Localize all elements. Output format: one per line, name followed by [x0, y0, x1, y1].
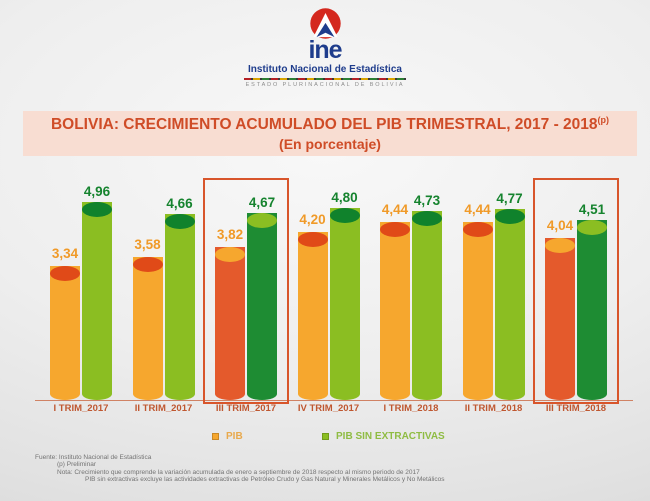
bar-pib-sin-extractivas [412, 210, 442, 400]
bar-value-pib: 4,04 [546, 218, 574, 234]
org-tagline: ESTADO PLURINACIONAL DE BOLIVIA [245, 82, 405, 88]
footer-note-2: PIB sin extractivas excluye las activida… [85, 476, 445, 484]
bar-pib [297, 232, 328, 400]
bar-cap-pib-sin-extractivas [329, 208, 360, 223]
x-axis-label: I TRIM_2017 [53, 403, 109, 414]
legend-item-pib-sin-extractivas: PIB SIN EXTRACTIVAS [322, 431, 445, 442]
bar-pib [462, 222, 493, 400]
bar-value-pib: 3,82 [216, 227, 244, 243]
bar-cap-pib [297, 232, 328, 247]
bar-value-pib: 4,44 [464, 202, 491, 218]
bar-cap-pib-sin-extractivas [82, 201, 112, 217]
bar-cap-pib [50, 266, 80, 282]
bar-value-pib-sin-extractivas: 4,66 [166, 195, 193, 211]
legend-label-pib: PIB [226, 431, 243, 442]
x-axis-label: IV TRIM_2017 [297, 403, 360, 414]
bar-value-pib-sin-extractivas: 4,77 [496, 191, 523, 207]
legend-swatch-pib-sin-extractivas [322, 433, 329, 440]
ine-logo-icon [309, 8, 341, 39]
bar-pib-sin-extractivas [577, 219, 607, 400]
bar-cap-pib [380, 222, 410, 238]
chart-title-text: BOLIVIA: CRECIMIENTO ACUMULADO DEL PIB T… [50, 116, 598, 134]
bar-pib [545, 238, 575, 400]
x-axis-label: I TRIM_2018 [383, 403, 439, 414]
bar-value-pib-sin-extractivas: 4,51 [578, 201, 606, 217]
bar-cap-pib-sin-extractivas [164, 213, 195, 229]
x-axis-label: II TRIM_2017 [134, 403, 193, 414]
bar-pib-sin-extractivas [494, 209, 525, 400]
bar-cap-pib [215, 247, 245, 263]
bar-value-pib: 3,58 [134, 236, 161, 252]
ine-wordmark: ine [308, 36, 342, 64]
bar-pib-sin-extractivas [164, 213, 195, 400]
bar-value-pib-sin-extractivas: 4,96 [83, 183, 111, 199]
legend-label-pib-sin-extractivas: PIB SIN EXTRACTIVAS [336, 431, 445, 442]
bar-cap-pib [132, 256, 163, 272]
chart-subtitle: (En porcentaje) [279, 135, 381, 152]
x-axis-label: III TRIM_2018 [545, 403, 607, 414]
bar-pib [380, 222, 410, 400]
ine-header: ine Instituto Nacional de Estadística ES… [244, 8, 406, 88]
x-axis-label: II TRIM_2018 [464, 403, 523, 414]
bar-pib-sin-extractivas [247, 213, 277, 400]
bar-pib [50, 266, 80, 400]
bar-value-pib-sin-extractivas: 4,67 [248, 195, 276, 211]
bar-value-pib: 4,20 [299, 212, 326, 227]
footer-notes: Fuente: Instituto Nacional de Estadístic… [35, 454, 444, 484]
footer-source: Fuente: Instituto Nacional de Estadístic… [35, 454, 152, 461]
bar-value-pib-sin-extractivas: 4,73 [413, 192, 441, 208]
bar-pib-sin-extractivas [329, 208, 360, 400]
footer-preliminar: (p) Preliminar [57, 461, 97, 469]
chart-title: BOLIVIA: CRECIMIENTO ACUMULADO DEL PIB T… [51, 115, 609, 134]
x-axis-baseline [35, 400, 633, 401]
bar-value-pib-sin-extractivas: 4,80 [331, 190, 358, 205]
bar-pib-sin-extractivas [82, 201, 112, 400]
bar-value-pib: 4,44 [381, 202, 409, 218]
flag-divider [244, 78, 406, 80]
legend-swatch-pib [212, 433, 219, 440]
bar-cap-pib-sin-extractivas [412, 210, 442, 226]
footer-note: Nota: Crecimiento que comprende la varia… [57, 468, 420, 476]
bar-cap-pib-sin-extractivas [494, 209, 525, 225]
bar-value-pib: 3,34 [51, 246, 79, 262]
legend-item-pib: PIB [212, 431, 243, 442]
org-name: Instituto Nacional de Estadística [248, 64, 402, 75]
bar-cap-pib [545, 238, 575, 254]
x-axis-label: III TRIM_2017 [215, 403, 277, 414]
bar-cap-pib [462, 222, 493, 238]
chart-title-band: BOLIVIA: CRECIMIENTO ACUMULADO DEL PIB T… [23, 111, 637, 156]
bar-cap-pib-sin-extractivas [247, 213, 277, 229]
bar-cap-pib-sin-extractivas [577, 219, 607, 235]
chart-title-superscript: (p) [597, 115, 610, 126]
bar-pib [215, 247, 245, 400]
bar-pib [132, 256, 163, 400]
